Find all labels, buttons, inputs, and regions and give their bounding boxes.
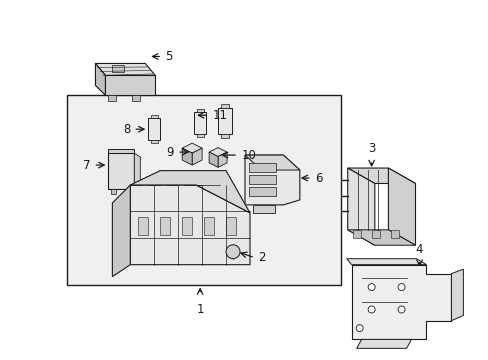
Bar: [225, 217, 236, 235]
Polygon shape: [347, 168, 415, 184]
Bar: [196, 134, 203, 138]
Polygon shape: [346, 259, 426, 265]
Circle shape: [397, 284, 404, 291]
Bar: [196, 109, 203, 112]
Polygon shape: [218, 152, 226, 167]
Bar: [111, 189, 116, 194]
Polygon shape: [192, 148, 202, 165]
Text: 11: 11: [213, 109, 227, 122]
Circle shape: [367, 284, 374, 291]
Polygon shape: [182, 148, 192, 165]
Bar: [108, 95, 116, 101]
Polygon shape: [130, 185, 249, 265]
Circle shape: [367, 306, 374, 313]
Bar: [390, 230, 398, 238]
Bar: [108, 149, 134, 153]
Polygon shape: [347, 168, 374, 245]
Polygon shape: [112, 185, 130, 276]
Bar: [138, 217, 148, 235]
Polygon shape: [95, 63, 105, 95]
Text: 3: 3: [367, 142, 375, 155]
Bar: [108, 153, 134, 189]
Polygon shape: [134, 153, 140, 189]
Polygon shape: [356, 339, 411, 348]
Text: 10: 10: [242, 149, 256, 162]
Bar: [132, 95, 140, 101]
Polygon shape: [351, 265, 450, 339]
Text: 8: 8: [122, 123, 130, 136]
Text: 6: 6: [314, 171, 322, 185]
Bar: [248, 175, 276, 184]
Polygon shape: [244, 155, 299, 205]
Polygon shape: [182, 143, 202, 153]
Text: 4: 4: [415, 243, 423, 256]
Circle shape: [225, 245, 240, 259]
Polygon shape: [209, 148, 226, 157]
Polygon shape: [95, 63, 155, 75]
Bar: [150, 115, 158, 118]
Polygon shape: [387, 168, 415, 245]
Bar: [66, 95, 340, 285]
Text: 5: 5: [165, 50, 172, 63]
Bar: [148, 118, 160, 140]
Bar: [112, 66, 124, 72]
Bar: [352, 230, 360, 238]
Bar: [194, 112, 205, 134]
Bar: [221, 134, 229, 138]
Text: 1: 1: [196, 302, 203, 315]
Bar: [150, 140, 158, 143]
Bar: [248, 163, 276, 171]
Bar: [160, 217, 170, 235]
Polygon shape: [253, 205, 275, 213]
Polygon shape: [209, 152, 218, 167]
Polygon shape: [244, 155, 299, 170]
Bar: [221, 104, 229, 108]
Polygon shape: [130, 171, 249, 213]
Bar: [218, 108, 232, 134]
Polygon shape: [450, 269, 463, 321]
Text: 7: 7: [83, 158, 90, 172]
Polygon shape: [347, 230, 415, 245]
Text: 2: 2: [258, 251, 265, 264]
Circle shape: [397, 306, 404, 313]
Bar: [203, 217, 214, 235]
Bar: [371, 230, 379, 238]
Text: 9: 9: [166, 145, 174, 159]
Bar: [126, 189, 131, 194]
Polygon shape: [105, 75, 155, 95]
Bar: [182, 217, 192, 235]
Bar: [248, 188, 276, 197]
Circle shape: [355, 325, 363, 332]
